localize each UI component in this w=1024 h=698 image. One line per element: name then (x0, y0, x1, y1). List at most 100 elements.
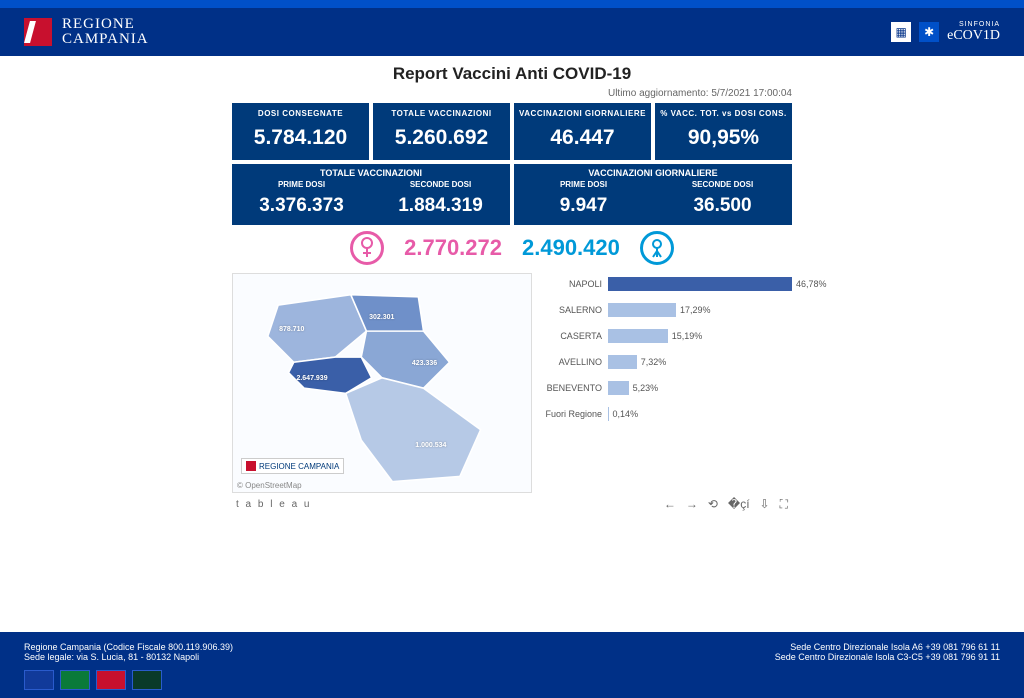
bar-track: 0,14% (608, 407, 792, 421)
italy-logo-icon (60, 670, 90, 690)
map-region-caserta[interactable] (268, 295, 367, 362)
footer-right-line1: Sede Centro Direzionale Isola A6 +39 081… (775, 642, 1000, 652)
kpi-value: 46.447 (518, 126, 647, 150)
main: Report Vaccini Anti COVID-19 Ultimo aggi… (0, 56, 1024, 514)
redo-icon[interactable]: → (686, 497, 698, 512)
panel-right-label: SECONDE DOSI (371, 180, 510, 189)
header-bar: REGIONE CAMPANIA ▦ ✱ SINFONIA eCOV1D (0, 0, 1024, 56)
brand-line1: REGIONE (62, 17, 149, 32)
reset-icon[interactable]: ⟲ (708, 497, 718, 512)
bar-label: AVELLINO (544, 357, 608, 367)
footer-right-line2: Sede Centro Direzionale Isola C3-C5 +39 … (775, 652, 1000, 662)
bar-fill (608, 329, 668, 343)
kpi-label: TOTALE VACCINAZIONI (377, 109, 506, 118)
panel-left-label: PRIME DOSI (514, 180, 653, 189)
bar-pct: 7,32% (641, 355, 667, 369)
bar-label: SALERNO (544, 305, 608, 315)
bar-row[interactable]: NAPOLI 46,78% (544, 277, 792, 291)
share-icon[interactable]: �çí (728, 497, 750, 512)
footer-left: Regione Campania (Codice Fiscale 800.119… (24, 642, 233, 662)
bar-row[interactable]: BENEVENTO 5,23% (544, 381, 792, 395)
footer-logos (24, 670, 1000, 690)
partner-logo-icon (132, 670, 162, 690)
kpi-value: 5.784.120 (236, 126, 365, 150)
region-logo-icon (96, 670, 126, 690)
bar-pct: 15,19% (672, 329, 703, 343)
bar-label: BENEVENTO (544, 383, 608, 393)
brand-block: REGIONE CAMPANIA (24, 17, 149, 47)
brand-text: REGIONE CAMPANIA (62, 17, 149, 47)
footer: Regione Campania (Codice Fiscale 800.119… (0, 632, 1024, 698)
panel-title: VACCINAZIONI GIORNALIERE (514, 168, 792, 178)
brand-line2: CAMPANIA (62, 32, 149, 47)
footer-left-line1: Regione Campania (Codice Fiscale 800.119… (24, 642, 233, 652)
kpi-value: 90,95% (659, 126, 788, 150)
map[interactable]: 878.710302.301423.3362.647.9391.000.534 … (232, 273, 532, 493)
bar-fill (608, 407, 609, 421)
kpi-panel-1: VACCINAZIONI GIORNALIERE PRIME DOSI 9.94… (514, 164, 792, 225)
female-count: 2.770.272 (404, 235, 502, 261)
panel-left-value: 9.947 (514, 195, 653, 217)
bar-track: 46,78% (608, 277, 792, 291)
panel-right-label: SECONDE DOSI (653, 180, 792, 189)
bar-fill (608, 381, 629, 395)
map-region-salerno[interactable] (346, 378, 481, 482)
kpi-label: % VACC. TOT. vs DOSI CONS. (659, 109, 788, 118)
panel-title: TOTALE VACCINAZIONI (232, 168, 510, 178)
female-icon (350, 231, 384, 265)
header-right: ▦ ✱ SINFONIA eCOV1D (891, 21, 1000, 44)
app-grid-icon: ▦ (891, 22, 911, 42)
updated-label: Ultimo aggiornamento: (608, 88, 709, 99)
bar-track: 17,29% (608, 303, 792, 317)
map-brand-badge: REGIONE CAMPANIA (241, 458, 344, 474)
tableau-logo: t a b l e a u (236, 499, 311, 510)
bar-row[interactable]: SALERNO 17,29% (544, 303, 792, 317)
footer-left-line2: Sede legale: via S. Lucia, 81 - 80132 Na… (24, 652, 233, 662)
bar-track: 15,19% (608, 329, 792, 343)
virus-icon: ✱ (919, 22, 939, 42)
map-and-bars: 878.710302.301423.3362.647.9391.000.534 … (232, 273, 792, 493)
sinfonia-label: SINFONIA (947, 21, 1000, 28)
bar-fill (608, 303, 676, 317)
ecovid-label: eCOV1D (947, 28, 1000, 44)
bar-row[interactable]: CASERTA 15,19% (544, 329, 792, 343)
bar-pct: 0,14% (613, 407, 639, 421)
bar-label: NAPOLI (544, 279, 608, 289)
region-flag-icon (24, 18, 52, 46)
page-title: Report Vaccini Anti COVID-19 (0, 64, 1024, 84)
panel-right-value: 36.500 (653, 195, 792, 217)
undo-icon[interactable]: ← (664, 497, 676, 512)
bar-track: 7,32% (608, 355, 792, 369)
panel-left-value: 3.376.373 (232, 195, 371, 217)
male-icon (640, 231, 674, 265)
region-flag-icon (246, 461, 256, 471)
map-attribution: © OpenStreetMap (237, 481, 302, 490)
province-barchart: NAPOLI 46,78% SALERNO 17,29% CASERTA 15,… (544, 273, 792, 493)
kpi-cards: DOSI CONSEGNATE 5.784.120 TOTALE VACCINA… (232, 103, 792, 160)
gender-row: 2.770.272 2.490.420 (232, 231, 792, 265)
eu-logo-icon (24, 670, 54, 690)
bar-label: CASERTA (544, 331, 608, 341)
dashboard: Ultimo aggiornamento: 5/7/2021 17:00:04 … (232, 88, 792, 493)
kpi-card-0: DOSI CONSEGNATE 5.784.120 (232, 103, 369, 160)
map-region-avellino[interactable] (361, 331, 449, 388)
bar-track: 5,23% (608, 381, 792, 395)
bar-row[interactable]: Fuori Regione 0,14% (544, 407, 792, 421)
kpi-card-3: % VACC. TOT. vs DOSI CONS. 90,95% (655, 103, 792, 160)
map-brand-text: REGIONE CAMPANIA (259, 462, 339, 471)
panel-right-value: 1.884.319 (371, 195, 510, 217)
kpi-card-1: TOTALE VACCINAZIONI 5.260.692 (373, 103, 510, 160)
tableau-toolbar: t a b l e a u ← → ⟲ �çí ⇩ ⛶ (232, 495, 792, 514)
kpi-value: 5.260.692 (377, 126, 506, 150)
bar-pct: 17,29% (680, 303, 711, 317)
updated-value: 5/7/2021 17:00:04 (711, 88, 792, 99)
kpi-label: DOSI CONSEGNATE (236, 109, 365, 118)
bar-fill (608, 277, 792, 291)
bar-row[interactable]: AVELLINO 7,32% (544, 355, 792, 369)
bar-pct: 46,78% (796, 277, 827, 291)
bar-fill (608, 355, 637, 369)
fullscreen-icon[interactable]: ⛶ (780, 497, 788, 512)
bar-pct: 5,23% (633, 381, 659, 395)
kpi-label: VACCINAZIONI GIORNALIERE (518, 109, 647, 118)
download-icon[interactable]: ⇩ (760, 497, 770, 512)
